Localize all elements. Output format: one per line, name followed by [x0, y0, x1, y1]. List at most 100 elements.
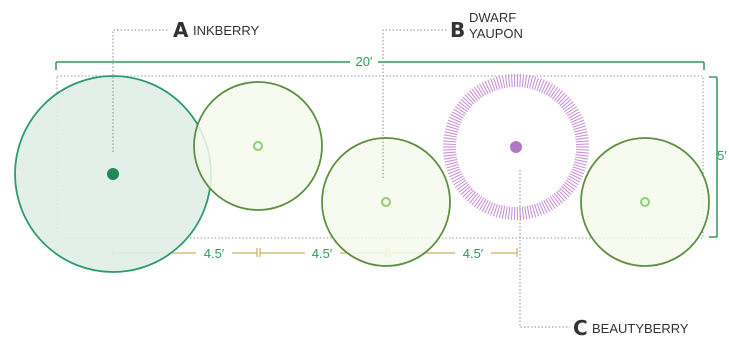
beautyberry-fringe-tick	[444, 158, 458, 163]
beautyberry-fringe-tick	[551, 194, 561, 206]
beautyberry-fringe-tick	[549, 86, 559, 99]
beautyberry-fringe-tick	[471, 194, 481, 206]
beautyberry-fringe-tick	[454, 179, 467, 188]
beautyberry-fringe-tick	[487, 79, 494, 92]
depth-dimension	[709, 76, 718, 238]
beautyberry-fringe-tick	[504, 206, 508, 220]
yaupon-canopy-2	[321, 137, 451, 267]
beautyberry-fringe-tick	[538, 79, 545, 92]
beautyberry-fringe-tick	[531, 76, 537, 90]
beautyberry-fringe-tick	[575, 156, 589, 160]
beautyberry-fringe-tick	[462, 96, 473, 107]
beautyberry-fringe-tick	[569, 114, 582, 121]
label-c-letter: C	[573, 316, 588, 339]
beautyberry-fringe-tick	[567, 177, 579, 186]
spacing-label-1: 4.5′	[204, 246, 225, 261]
beautyberry-fringe-tick	[564, 103, 576, 113]
beautyberry-fringe-tick	[561, 98, 572, 109]
beautyberry-fringe-tick	[473, 86, 483, 99]
beautyberry-fringe-tick	[565, 179, 578, 188]
beautyberry-fringe-tick	[541, 80, 548, 93]
beautyberry-center	[510, 141, 522, 153]
width-label: 20′	[356, 54, 373, 69]
yaupon-center-3	[640, 197, 650, 207]
yaupon-center-2	[381, 197, 391, 207]
beautyberry-fringe-tick	[445, 161, 459, 166]
beautyberry-fringe-tick	[464, 189, 475, 200]
beautyberry-fringe-tick	[466, 92, 477, 103]
beautyberry-fringe-tick	[568, 111, 581, 119]
beautyberry-fringe-tick	[484, 80, 491, 93]
beautyberry-fringe-tick	[490, 78, 496, 91]
beautyberry-fringe-tick	[569, 173, 582, 180]
label-a-letter: A	[173, 18, 189, 42]
beautyberry-fringe-tick	[534, 77, 540, 91]
spacing-label-2: 4.5′	[312, 246, 333, 261]
beautyberry-fringe-tick	[510, 74, 513, 88]
depth-label: 5′	[717, 148, 727, 163]
beautyberry-fringe-tick	[553, 90, 563, 102]
beautyberry-fringe-tick	[507, 206, 511, 220]
beautyberry-fringe-tick	[555, 191, 566, 202]
beautyberry-fringe-tick	[571, 119, 585, 126]
beautyberry-fringe-tick	[572, 166, 586, 172]
beautyberry-fringe-tick	[575, 140, 589, 143]
beautyberry-fringe-tick	[476, 197, 485, 209]
leader-lines	[112, 29, 570, 328]
beautyberry-fringe-tick	[553, 192, 563, 204]
width-dimension	[55, 61, 705, 70]
beautyberry-fringe-tick	[574, 131, 588, 136]
beautyberry-fringe-tick	[575, 143, 589, 146]
beautyberry-fringe-tick	[460, 98, 471, 109]
beautyberry-fringe-tick	[573, 125, 587, 131]
beautyberry-fringe-tick	[575, 151, 589, 154]
beautyberry-fringe-tick	[557, 189, 568, 200]
beautyberry-fringe-tick	[495, 204, 501, 218]
beautyberry-fringe-tick	[543, 199, 551, 212]
beautyberry-fringe-tick	[545, 198, 553, 211]
beautyberry-fringe-tick	[572, 122, 586, 128]
beautyberry-fringe-tick	[490, 203, 496, 216]
beautyberry-fringe-tick	[466, 191, 477, 202]
beautyberry-fringe-tick	[450, 114, 463, 121]
beautyberry-fringe-tick	[543, 82, 551, 95]
beautyberry-fringe-tick	[471, 88, 481, 100]
beautyberry-fringe-tick	[445, 125, 459, 131]
beautyberry-fringe-tick	[573, 163, 587, 169]
beautyberry-fringe-tick	[451, 111, 464, 119]
beautyberry-fringe-tick	[526, 205, 531, 219]
label-c-name: BEAUTYBERRY	[592, 321, 689, 336]
beautyberry-fringe-tick	[571, 168, 585, 175]
beautyberry-fringe-tick	[565, 106, 578, 115]
beautyberry-fringe-tick	[443, 151, 457, 154]
beautyberry-fringe-tick	[531, 204, 537, 218]
beautyberry-fringe-tick	[568, 175, 581, 183]
beautyberry-fringe-tick	[562, 101, 574, 111]
beautyberry-fringe-tick	[559, 96, 570, 107]
beautyberry-fringe-tick	[501, 205, 506, 219]
beautyberry-fringe-tick	[549, 195, 559, 208]
beautyberry-fringe-tick	[476, 85, 485, 97]
beautyberry-fringe-tick	[536, 78, 542, 91]
beautyberry-fringe-tick	[469, 192, 479, 204]
beautyberry-fringe-tick	[498, 75, 503, 89]
beautyberry-fringe-tick	[570, 170, 583, 178]
beautyberry-fringe-tick	[495, 76, 501, 90]
beautyberry-fringe-tick	[507, 74, 511, 88]
beautyberry-fringe-tick	[446, 166, 460, 172]
beautyberry-fringe-tick	[443, 153, 457, 157]
beautyberry-fringe-tick	[444, 131, 458, 136]
beautyberry-fringe-tick	[524, 74, 528, 88]
beautyberry-fringe-tick	[570, 116, 583, 124]
beautyberry-fringe-tick	[443, 143, 457, 146]
beautyberry-fringe-tick	[451, 175, 464, 183]
beautyberry-fringe-tick	[555, 92, 566, 103]
beautyberry-fringe-tick	[445, 163, 459, 169]
beautyberry-fringe-tick	[547, 197, 556, 209]
beautyberry-fringe-tick	[562, 183, 574, 193]
beautyberry-fringe-tick	[559, 187, 570, 198]
beautyberry-fringe-tick	[536, 203, 542, 216]
beautyberry-fringe-tick	[545, 83, 553, 96]
beautyberry-fringe-tick	[445, 128, 459, 133]
